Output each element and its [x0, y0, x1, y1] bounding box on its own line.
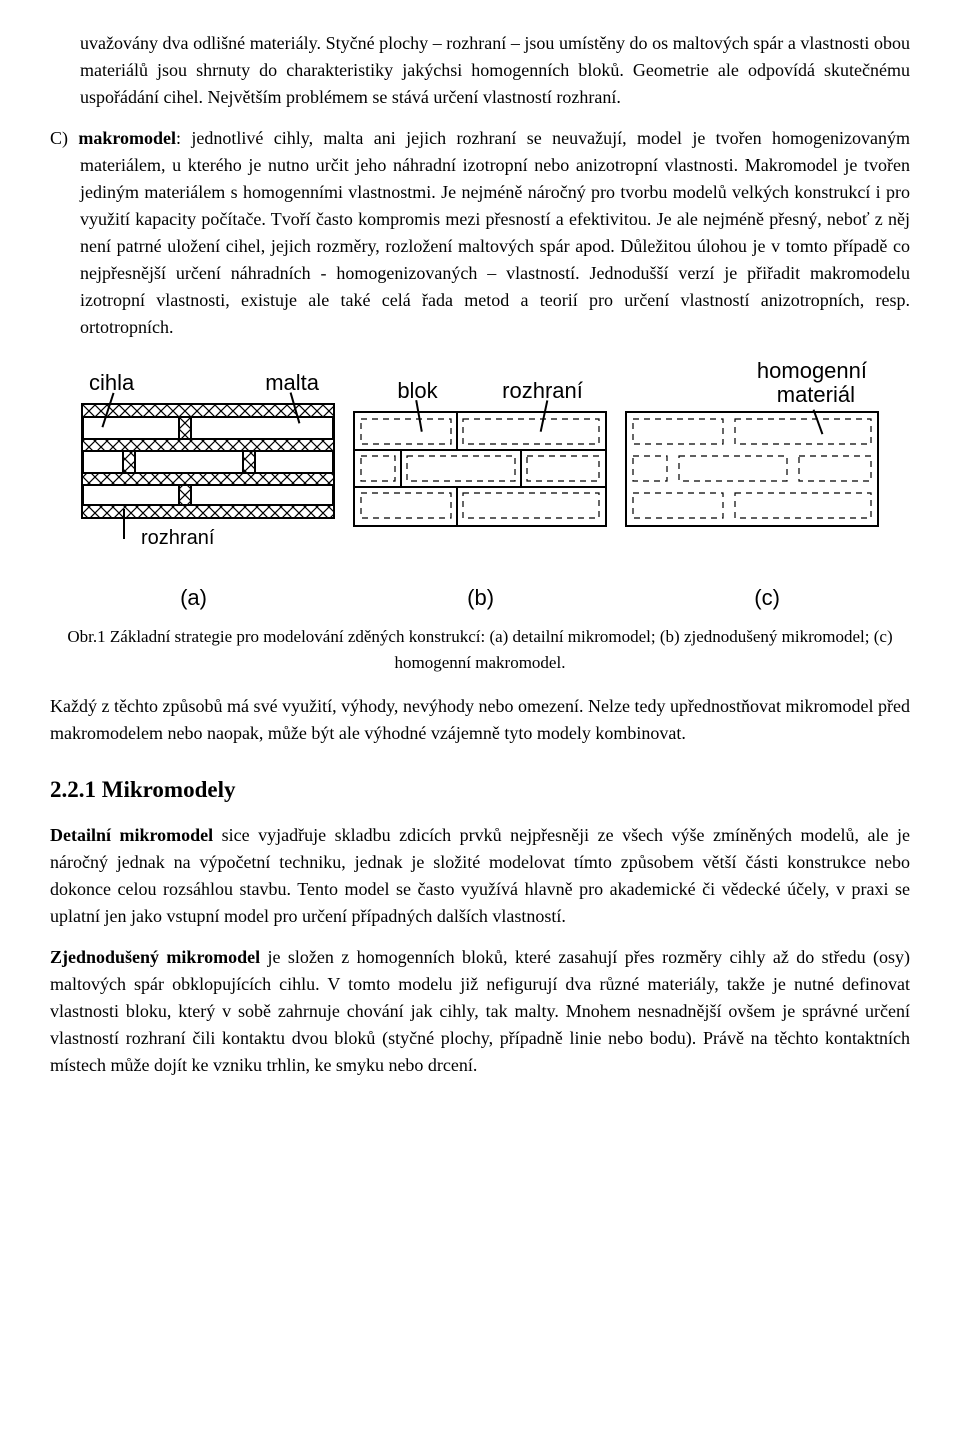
label-blok: blok	[355, 374, 480, 407]
label-a: (a)	[180, 581, 207, 614]
label-malta-text: malta	[265, 370, 319, 395]
para5-bold: Zjednodušený mikromodel	[50, 947, 260, 967]
label-rozhrani-a: rozhraní	[141, 523, 214, 553]
label-material: materiál	[777, 383, 877, 407]
paragraph-detailni-mikromodel: Detailní mikromodel sice vyjadřuje sklad…	[50, 822, 910, 930]
label-blok-text: blok	[397, 378, 437, 403]
label-malta: malta	[204, 366, 333, 399]
para4-bold: Detailní mikromodel	[50, 825, 213, 845]
item-c-bold: makromodel	[78, 128, 176, 148]
label-c: (c)	[754, 581, 780, 614]
label-rozhrani-b: rozhraní	[480, 374, 605, 407]
label-material-text: materiál	[777, 382, 855, 407]
figure-abc-row: (a) (b) (c)	[50, 581, 910, 614]
panel-b: blok rozhraní	[353, 374, 607, 555]
section-heading-221: 2.2.1 Mikromodely	[50, 773, 910, 808]
label-b: (b)	[467, 581, 494, 614]
paragraph-zjednoduseny-mikromodel: Zjednodušený mikromodel je složen z homo…	[50, 944, 910, 1079]
item-c-rest: : jednotlivé cihly, malta ani jejich roz…	[80, 128, 910, 337]
label-rozhrani-b-text: rozhraní	[502, 378, 583, 403]
paragraph-item-c: C) makromodel: jednotlivé cihly, malta a…	[50, 125, 910, 341]
label-homog-text: homogenní	[757, 358, 867, 383]
panel-a-diagram	[81, 403, 335, 519]
figure-caption: Obr.1 Základní strategie pro modelování …	[50, 624, 910, 675]
label-homog: homogenní	[757, 359, 877, 383]
label-rozhrani-a-text: rozhraní	[141, 527, 214, 549]
panel-b-diagram	[353, 411, 607, 527]
label-cihla: cihla	[83, 366, 204, 399]
panel-c-diagram	[625, 411, 879, 527]
figure-1: cihla malta	[50, 359, 910, 675]
panel-a: cihla malta	[81, 366, 335, 555]
paragraph-continuation: uvažovány dva odlišné materiály. Styčné …	[50, 30, 910, 111]
panel-c: homogenní materiál	[625, 359, 879, 555]
item-c-lead: C)	[50, 128, 78, 148]
paragraph-summary: Každý z těchto způsobů má své využití, v…	[50, 693, 910, 747]
